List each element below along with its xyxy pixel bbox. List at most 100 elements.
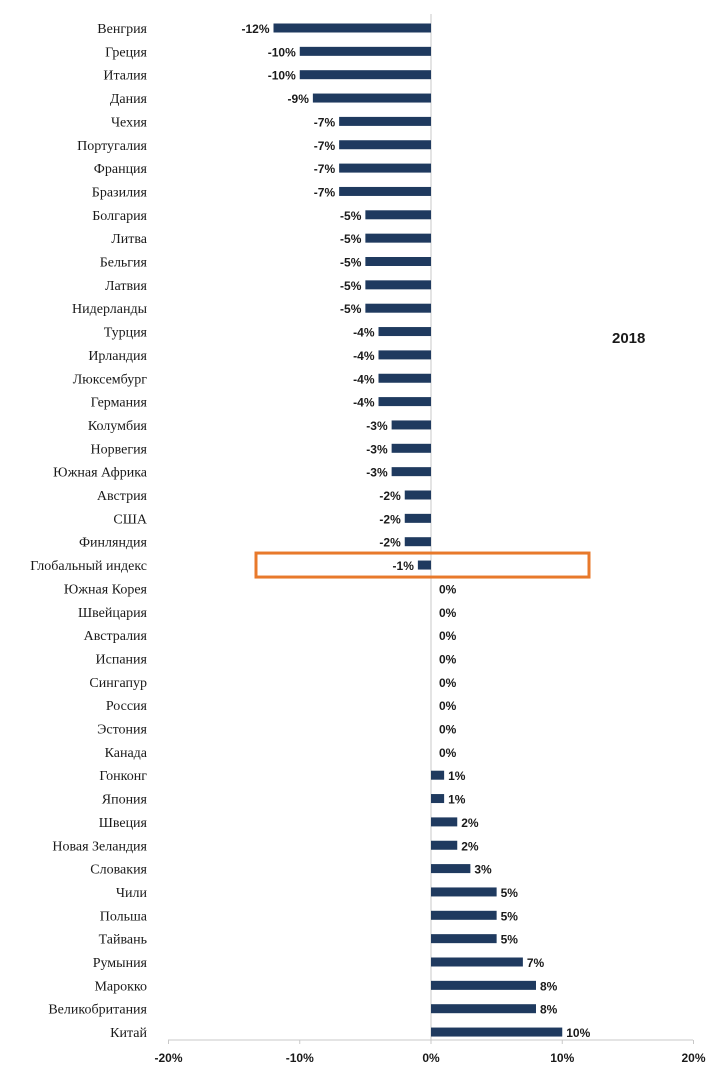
value-label: -2% xyxy=(379,489,401,503)
bar-22 xyxy=(404,537,431,547)
value-label: 10% xyxy=(566,1026,590,1040)
value-label: 0% xyxy=(439,629,457,643)
value-label: 0% xyxy=(439,699,457,713)
category-label: Литва xyxy=(111,232,148,247)
category-label: Венгрия xyxy=(97,22,147,37)
value-label: 0% xyxy=(439,606,457,620)
category-label: Франция xyxy=(94,162,148,177)
category-label: Колумбия xyxy=(88,419,148,434)
value-label: 0% xyxy=(439,723,457,737)
bar-41 xyxy=(431,980,536,990)
value-label: -5% xyxy=(340,232,362,246)
value-label: 7% xyxy=(527,956,545,970)
category-label: Гонконг xyxy=(99,769,147,784)
x-tick-label: 10% xyxy=(550,1051,574,1065)
value-label: -5% xyxy=(340,279,362,293)
bar-13 xyxy=(378,327,431,337)
x-tick-label: -10% xyxy=(286,1051,314,1065)
bar-35 xyxy=(431,840,458,850)
value-label: 8% xyxy=(540,1003,558,1017)
bar-38 xyxy=(431,910,497,920)
category-label: Румыния xyxy=(93,956,148,971)
category-label: Тайвань xyxy=(99,933,147,948)
bar-4 xyxy=(339,116,431,126)
category-label: Норвегия xyxy=(90,442,147,457)
bar-1 xyxy=(299,46,431,56)
category-label: Польша xyxy=(100,909,148,924)
value-label: 0% xyxy=(439,676,457,690)
x-tick-label: -20% xyxy=(154,1051,182,1065)
category-label: Япония xyxy=(102,793,148,808)
value-label: -1% xyxy=(393,559,415,573)
value-label: 1% xyxy=(448,793,466,807)
category-label: Южная Корея xyxy=(64,582,148,597)
category-label: Австралия xyxy=(84,629,148,644)
category-label: Чехия xyxy=(111,115,148,130)
value-label: -7% xyxy=(314,139,336,153)
bar-20 xyxy=(404,490,431,500)
category-label: Швеция xyxy=(99,816,148,831)
x-tick-label: 0% xyxy=(422,1051,440,1065)
category-label: Марокко xyxy=(94,979,147,994)
value-label: 5% xyxy=(501,886,519,900)
category-label: Германия xyxy=(91,396,148,411)
highlight-box xyxy=(254,551,591,579)
category-label: Сингапур xyxy=(89,676,147,691)
x-tick-label: 20% xyxy=(681,1051,705,1065)
value-label: 0% xyxy=(439,582,457,596)
value-label: -7% xyxy=(314,162,336,176)
bar-18 xyxy=(391,443,431,453)
value-label: -5% xyxy=(340,256,362,270)
bar-5 xyxy=(339,140,431,150)
category-label: Италия xyxy=(103,69,147,84)
category-label: Канада xyxy=(105,746,148,761)
bar-23 xyxy=(417,560,431,570)
value-label: -9% xyxy=(288,92,310,106)
value-label: -4% xyxy=(353,326,375,340)
category-label: Новая Зеландия xyxy=(52,839,147,854)
category-label: Глобальный индекс xyxy=(30,559,147,574)
bar-34 xyxy=(431,817,458,827)
x-axis-ticks: -20% -10% 0% 10% 20% xyxy=(154,1040,706,1065)
value-label: -7% xyxy=(314,115,336,129)
value-label: -7% xyxy=(314,185,336,199)
value-label: 5% xyxy=(501,933,519,947)
category-label: Нидерланды xyxy=(72,302,148,317)
bar-40 xyxy=(431,957,523,967)
value-label: 1% xyxy=(448,769,466,783)
category-label: Россия xyxy=(106,699,148,714)
value-label: 8% xyxy=(540,979,558,993)
category-label: Ирландия xyxy=(88,349,147,364)
category-label: Австрия xyxy=(97,489,148,504)
value-label: -2% xyxy=(379,536,401,550)
bar-3 xyxy=(312,93,431,103)
value-label: -4% xyxy=(353,372,375,386)
bar-2 xyxy=(299,70,431,80)
bar-21 xyxy=(404,513,431,523)
bar-7 xyxy=(339,186,431,196)
value-label: 0% xyxy=(439,652,457,666)
bar-0 xyxy=(273,23,431,33)
bar-39 xyxy=(431,934,497,944)
value-label: -10% xyxy=(268,69,296,83)
category-label: Южная Африка xyxy=(53,466,148,481)
category-label: Испания xyxy=(96,652,148,667)
value-label: -3% xyxy=(366,466,388,480)
bar-16 xyxy=(378,397,431,407)
value-label: 2% xyxy=(461,839,479,853)
bar-43 xyxy=(431,1027,563,1037)
value-label: -3% xyxy=(366,442,388,456)
bar-33 xyxy=(431,794,445,804)
value-label: -4% xyxy=(353,349,375,363)
bar-6 xyxy=(339,163,431,173)
bar-19 xyxy=(391,467,431,477)
category-label: Дания xyxy=(110,92,148,107)
value-label: 0% xyxy=(439,746,457,760)
value-label: -4% xyxy=(353,396,375,410)
category-label: Бразилия xyxy=(92,185,148,200)
bar-37 xyxy=(431,887,497,897)
category-label: Греция xyxy=(105,45,147,60)
value-label: -3% xyxy=(366,419,388,433)
bar-9 xyxy=(365,233,431,243)
bars-layer xyxy=(273,23,563,1037)
